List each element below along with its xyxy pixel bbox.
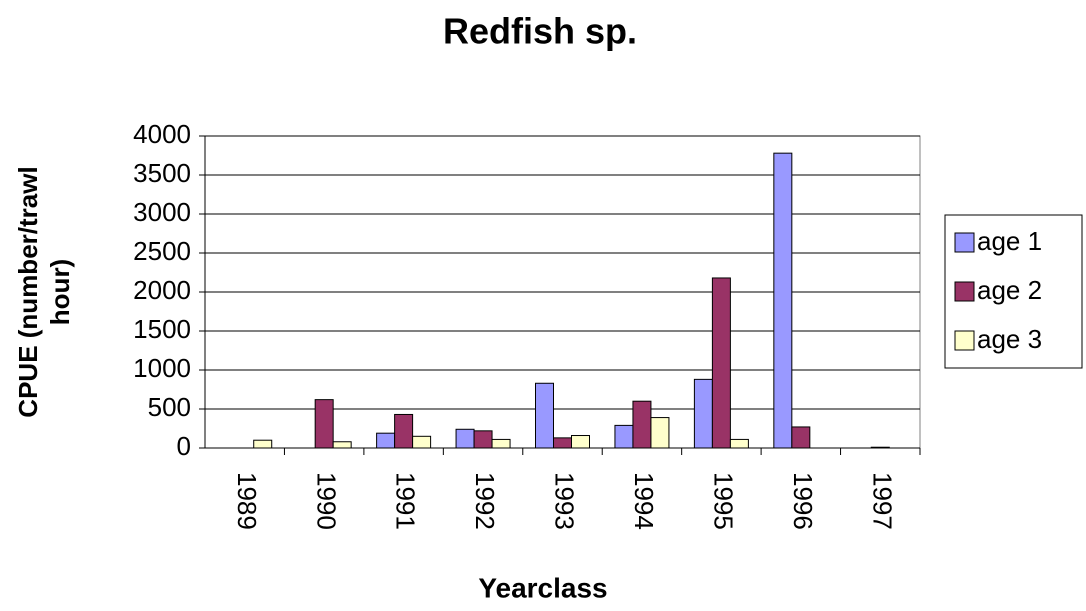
bar [614,424,634,449]
bar [455,428,475,449]
y-axis-label: CPUE (number/trawlhour) [13,166,75,417]
legend-label: age 2 [977,275,1042,305]
bar [773,152,793,449]
x-tick-label: 1991 [391,472,421,530]
legend-swatch [954,232,975,253]
bar [535,382,554,449]
y-tick-label: 1500 [133,314,191,344]
bar [394,413,414,449]
y-tick-label: 1000 [133,353,191,383]
legend-swatch [954,281,975,302]
bar [571,435,590,449]
x-tick-label: 1997 [867,472,897,530]
bar [412,435,432,449]
bar [729,438,749,449]
x-tick-label: 1990 [311,472,341,530]
y-tick-label: 4000 [133,119,191,149]
y-tick-label: 2000 [133,275,191,305]
bar [553,437,572,449]
y-tick-label: 0 [177,431,191,461]
bar [314,399,334,449]
bar [491,438,511,449]
y-tick-label: 3500 [133,158,191,188]
bar [632,400,652,449]
bar [473,430,493,449]
bar [376,432,396,449]
x-tick-label: 1994 [629,472,659,530]
y-tick-label: 2500 [133,236,191,266]
bar [650,417,670,449]
bar [693,378,713,449]
legend-label: age 1 [977,226,1042,256]
bar [332,441,352,449]
bar [253,439,273,449]
bar [870,446,890,449]
x-tick-label: 1992 [470,472,500,530]
chart-title: Redfish sp. [443,11,637,52]
x-tick-label: 1995 [709,472,739,530]
x-tick-label: 1993 [550,472,580,530]
x-tick-label: 1989 [232,472,262,530]
y-tick-label: 3000 [133,197,191,227]
x-tick-label: 1996 [788,472,818,530]
legend-swatch [954,330,975,351]
legend-label: age 3 [977,324,1042,354]
bar [791,426,811,449]
bar [711,277,731,449]
x-axis-label: Yearclass [478,572,607,603]
y-tick-label: 500 [148,392,191,422]
